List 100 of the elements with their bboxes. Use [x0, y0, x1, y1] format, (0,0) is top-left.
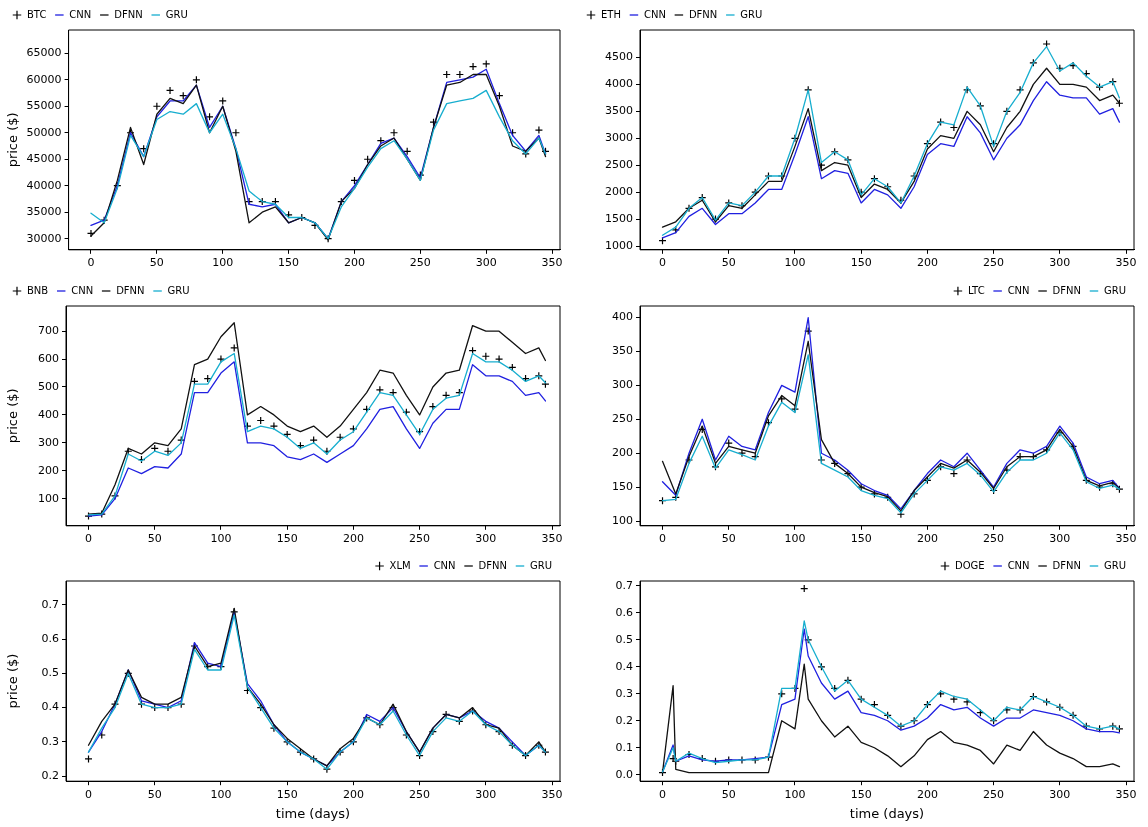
y-tick-label: 0.6 [615, 606, 633, 620]
y-tick-label: 100 [38, 491, 59, 505]
y-tick-label: 4500 [605, 50, 633, 64]
x-tick-label: 300 [475, 787, 497, 801]
point [534, 126, 544, 135]
point [1042, 39, 1051, 49]
y-tick-label: 65000 [26, 46, 62, 60]
legend-label: GRU [529, 559, 553, 571]
x-tick-label: 0 [85, 531, 93, 545]
x-tick-label: 0 [85, 787, 93, 801]
y-axis-title: price ($) [5, 653, 21, 709]
x-axis-title: time (days) [275, 805, 351, 821]
y-tick-label: 3500 [605, 104, 633, 118]
legend-label: DFNN [688, 8, 718, 20]
point [1029, 58, 1038, 67]
point [231, 128, 241, 137]
point [468, 62, 478, 71]
point [165, 86, 175, 95]
legend-label: GRU [165, 8, 188, 20]
point [1002, 706, 1011, 715]
y-tick-label: 250 [612, 411, 633, 425]
point [949, 123, 958, 132]
y-tick-label: 100 [612, 513, 633, 527]
y-tick-label: 0.4 [615, 659, 633, 673]
x-tick-label: 150 [850, 787, 872, 801]
x-tick-label: 250 [983, 256, 1005, 270]
x-tick-label: 100 [210, 531, 232, 545]
x-tick-label: 50 [721, 787, 736, 801]
point [963, 698, 972, 707]
legend-label: GRU [1103, 559, 1127, 571]
y-axis-title: price ($) [5, 388, 21, 444]
y-tick-label: 200 [38, 463, 59, 477]
x-tick-label: 200 [342, 531, 364, 545]
y-tick-label: 500 [38, 379, 59, 393]
y-tick-label: 0.2 [615, 713, 633, 727]
x-tick-label: 300 [1049, 787, 1071, 801]
point [230, 343, 239, 352]
point [442, 390, 451, 400]
y-tick-label: 700 [38, 323, 59, 337]
x-tick-label: 350 [1115, 256, 1137, 270]
point [216, 354, 226, 363]
point [163, 446, 173, 455]
legend-label: GRU [1103, 284, 1127, 296]
x-tick-label: 200 [343, 256, 365, 270]
y-tick-label: 150 [612, 479, 633, 493]
y-tick-label: 0.6 [41, 632, 59, 646]
legend-label: CNN [1007, 284, 1030, 296]
legend-label: DFNN [1052, 559, 1081, 571]
y-tick-label: 45000 [26, 152, 62, 166]
x-tick-label: 300 [475, 531, 497, 545]
point [309, 435, 318, 444]
x-tick-label: 350 [1115, 787, 1137, 801]
y-tick-label: 1500 [605, 211, 633, 225]
y-tick-label: 350 [612, 343, 633, 357]
point [389, 128, 399, 137]
legend-label: CNN [643, 8, 666, 20]
point [84, 755, 93, 764]
y-tick-label: 0.4 [41, 700, 59, 714]
y-tick-label: 400 [38, 407, 59, 421]
point [949, 469, 958, 478]
y-tick-label: 0.5 [41, 666, 59, 680]
legend-label: BTC [27, 8, 47, 20]
y-axis-title: price ($) [5, 112, 21, 168]
y-tick-label: 0.1 [615, 740, 633, 754]
y-tick-label: 400 [612, 310, 633, 324]
x-tick-label: 250 [409, 531, 431, 545]
y-tick-label: 200 [612, 445, 633, 459]
legend-label: DFNN [478, 559, 507, 571]
y-tick-label: 0.0 [615, 767, 633, 781]
legend-label: LTC [967, 284, 985, 296]
legend-label: CNN [1007, 559, 1030, 571]
y-tick-label: 600 [38, 351, 59, 365]
x-tick-label: 150 [276, 531, 298, 545]
x-tick-label: 300 [1049, 256, 1071, 270]
legend-label: BNB [27, 284, 49, 296]
y-tick-label: 35000 [26, 205, 62, 219]
y-tick-label: 2500 [605, 158, 633, 172]
x-tick-label: 250 [409, 787, 431, 801]
legend-label: CNN [433, 559, 456, 571]
legend-label: DFNN [114, 8, 143, 20]
x-tick-label: 50 [147, 531, 162, 545]
point [218, 96, 227, 106]
point [724, 438, 733, 447]
legend-label: GRU [740, 8, 763, 20]
x-tick-label: 0 [659, 256, 667, 270]
legend-label: CNN [69, 8, 92, 20]
y-tick-label: 300 [38, 435, 59, 449]
legend-label: DFNN [116, 284, 145, 296]
x-tick-label: 100 [784, 531, 806, 545]
x-tick-label: 150 [276, 787, 298, 801]
x-tick-label: 150 [278, 256, 300, 270]
point [963, 455, 972, 464]
legend-label: DOGE [954, 559, 985, 571]
x-tick-label: 50 [721, 531, 736, 545]
x-tick-label: 350 [1115, 531, 1137, 545]
x-tick-label: 250 [409, 256, 431, 270]
point [269, 421, 279, 430]
x-tick-label: 100 [212, 256, 234, 270]
legend-label: ETH [601, 8, 621, 20]
point [1016, 706, 1025, 715]
